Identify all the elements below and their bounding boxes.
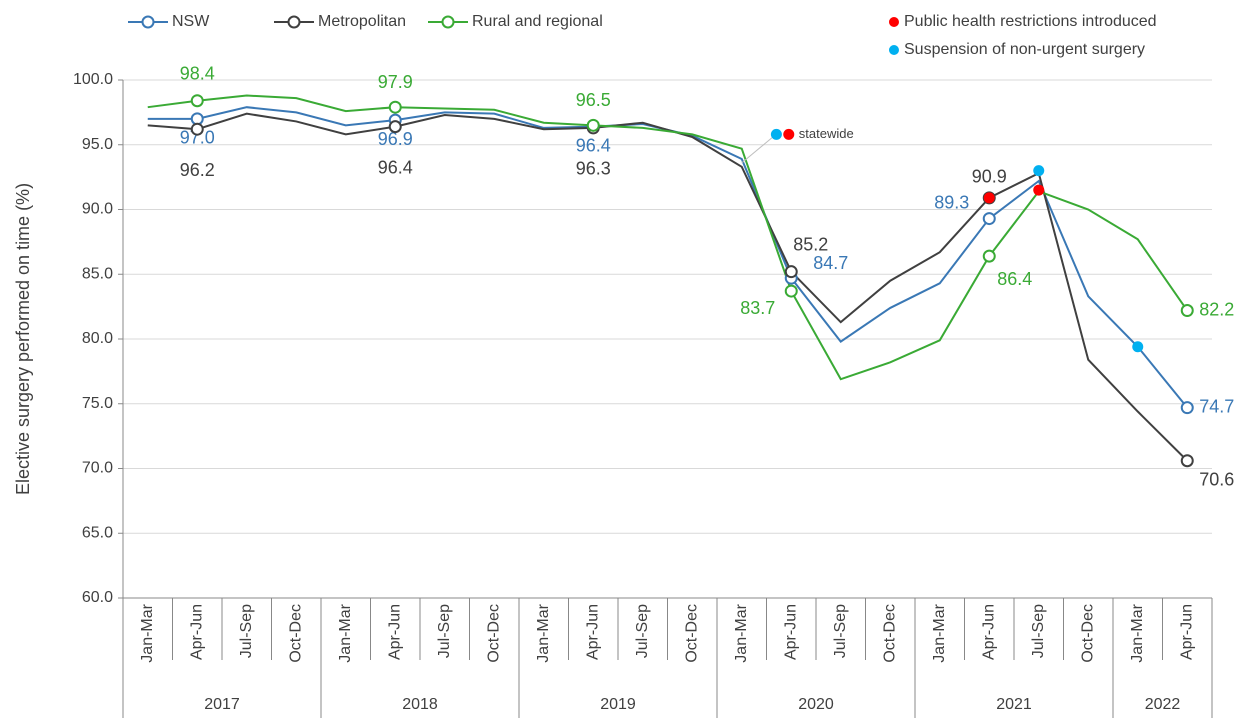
y-axis-label: Elective surgery performed on time (%) — [13, 183, 33, 495]
legend-swatch — [889, 17, 899, 27]
data-label: 74.7 — [1199, 396, 1234, 416]
x-tick-label: Jan-Mar — [337, 603, 354, 662]
legend-swatch — [287, 15, 301, 29]
point-marker — [388, 100, 402, 114]
x-tick-label: Apr-Jun — [584, 604, 601, 660]
y-tick-label: 60.0 — [82, 589, 113, 606]
point-marker — [1180, 454, 1194, 468]
y-tick-label: 90.0 — [82, 201, 113, 218]
data-label: 85.2 — [793, 234, 828, 254]
legend-swatch — [141, 15, 155, 29]
legend-label: Public health restrictions introduced — [904, 13, 1157, 30]
data-label: 83.7 — [740, 298, 775, 318]
x-tick-label: Jan-Mar — [535, 603, 552, 662]
x-tick-label: Apr-Jun — [188, 604, 205, 660]
x-tick-label: Oct-Dec — [485, 604, 502, 663]
data-label: 97.9 — [378, 72, 413, 92]
y-tick-label: 100.0 — [73, 71, 113, 88]
data-label: 98.4 — [180, 63, 215, 83]
event-marker — [783, 128, 795, 140]
x-tick-label: Jul-Sep — [238, 604, 255, 658]
series-line — [147, 94, 1189, 381]
x-tick-label: Apr-Jun — [782, 604, 799, 660]
data-label: 96.5 — [576, 90, 611, 110]
x-tick-label: Jan-Mar — [139, 603, 156, 662]
year-label: 2017 — [204, 696, 240, 713]
y-tick-label: 95.0 — [82, 136, 113, 153]
x-tick-label: Apr-Jun — [1178, 604, 1195, 660]
x-tick-label: Oct-Dec — [1079, 604, 1096, 663]
annotation: statewide — [799, 126, 854, 141]
event-marker — [1033, 165, 1045, 177]
point-marker — [784, 284, 798, 298]
y-tick-label: 70.0 — [82, 460, 113, 477]
x-tick-label: Oct-Dec — [287, 604, 304, 663]
point-marker — [982, 249, 996, 263]
x-tick-label: Jul-Sep — [634, 604, 651, 658]
x-tick-label: Jan-Mar — [1129, 603, 1146, 662]
point-marker — [190, 94, 204, 108]
y-tick-label: 75.0 — [82, 395, 113, 412]
x-tick-label: Apr-Jun — [980, 604, 997, 660]
point-marker — [586, 118, 600, 132]
legend-label: Rural and regional — [472, 13, 603, 30]
x-tick-label: Jul-Sep — [436, 604, 453, 658]
event-marker — [770, 128, 782, 140]
legend-label: Suspension of non-urgent surgery — [904, 41, 1145, 58]
point-marker — [190, 112, 204, 126]
x-tick-label: Jul-Sep — [832, 604, 849, 658]
x-tick-label: Apr-Jun — [386, 604, 403, 660]
series-line — [147, 106, 1189, 409]
data-label: 89.3 — [934, 192, 969, 212]
x-tick-label: Jul-Sep — [1030, 604, 1047, 658]
data-label: 82.2 — [1199, 299, 1234, 319]
event-marker — [1132, 341, 1144, 353]
data-label: 86.4 — [997, 269, 1032, 289]
y-tick-label: 85.0 — [82, 265, 113, 282]
data-label: 96.3 — [576, 159, 611, 179]
data-label: 96.4 — [576, 135, 611, 155]
event-marker — [1033, 184, 1045, 196]
x-tick-label: Oct-Dec — [683, 604, 700, 663]
x-tick-label: Oct-Dec — [881, 604, 898, 663]
point-marker — [784, 265, 798, 279]
year-label: 2021 — [996, 696, 1032, 713]
data-label: 97.0 — [180, 128, 215, 148]
year-label: 2022 — [1145, 696, 1181, 713]
legend-swatch — [889, 45, 899, 55]
point-marker — [1180, 304, 1194, 318]
data-label: 96.9 — [378, 129, 413, 149]
series-line — [147, 112, 1188, 462]
data-label: 70.6 — [1199, 469, 1234, 489]
year-label: 2020 — [798, 696, 834, 713]
legend-label: Metropolitan — [318, 13, 406, 30]
legend-swatch — [441, 15, 455, 29]
y-tick-label: 65.0 — [82, 524, 113, 541]
point-marker — [982, 212, 996, 226]
annotation-leader — [741, 137, 773, 164]
legend-label: NSW — [172, 13, 210, 30]
point-marker — [388, 120, 402, 134]
year-label: 2018 — [402, 696, 438, 713]
point-marker — [1180, 401, 1194, 415]
y-tick-label: 80.0 — [82, 330, 113, 347]
data-label: 96.4 — [378, 157, 413, 177]
event-marker — [983, 192, 995, 204]
data-label: 90.9 — [972, 167, 1007, 187]
year-label: 2019 — [600, 696, 636, 713]
data-label: 96.2 — [180, 160, 215, 180]
x-tick-label: Jan-Mar — [931, 603, 948, 662]
point-marker — [190, 122, 204, 136]
x-tick-label: Jan-Mar — [733, 603, 750, 662]
data-label: 84.7 — [813, 253, 848, 273]
